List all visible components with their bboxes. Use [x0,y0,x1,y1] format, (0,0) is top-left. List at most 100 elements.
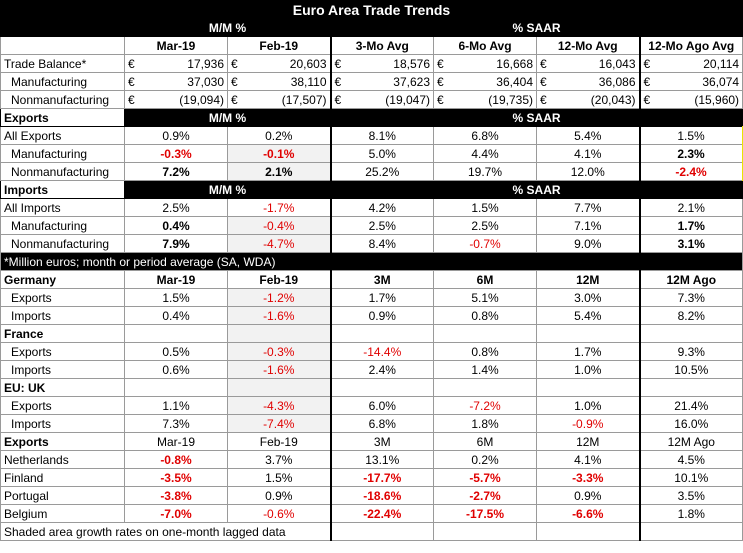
table-row: Nonmanufacturing 7.9% -4.7% 8.4% -0.7% 9… [0,234,743,253]
cell-value: 0.2% [433,450,537,469]
cell-value: 18,576 [393,56,430,71]
cell-value: 0.6% [124,360,228,379]
cell-value: -0.1% [227,144,331,163]
row-label: Belgium [0,504,125,523]
cell-value: 6.0% [329,396,434,415]
cell-value: 2.3% [638,144,743,163]
cell-value: 1.0% [536,360,640,379]
euro-symbol: € [643,74,651,89]
cell-value: 36,074 [702,74,740,89]
section-label: Imports [0,180,125,199]
cell-value: -1.6% [227,306,331,325]
row-label: All Imports [0,198,125,217]
table-row: Exports 1.1% -4.3% 6.0% -7.2% 1.0% 21.4% [0,396,743,415]
section-label: Exports [0,432,125,451]
table-row: Manufacturing €37,030 €38,110 €37,623 €3… [0,72,743,91]
country-label: Germany [0,270,125,289]
row-label: Nonmanufacturing [0,234,125,253]
cell-value: 1.1% [124,396,228,415]
table-row: Imports 0.4% -1.6% 0.9% 0.8% 5.4% 8.2% [0,306,743,325]
trade-table: Euro Area Trade Trends M/M %% SAAR Mar-1… [0,0,743,541]
cell-value: 17,936 [187,56,224,71]
cell-value: 2.5% [433,216,537,235]
cell-value: (19,735) [488,92,533,107]
cell-value: 3.1% [638,234,743,253]
cell-value: 16,668 [496,56,533,71]
row-label: Manufacturing [0,144,125,163]
exports-by-country-section: Exports Mar-19 Feb-19 3M 6M 12M 12M Ago … [0,432,743,541]
cell-value: 4.5% [638,450,743,469]
cell-value: 3.7% [227,450,331,469]
table-row: Finland -3.5% 1.5% -17.7% -5.7% -3.3% 10… [0,468,743,487]
euro-symbol: € [334,74,342,89]
cell-value: 9.3% [638,342,743,361]
col-header: 12M [536,270,640,289]
cell-value: -14.4% [329,342,434,361]
cell-value: -0.6% [227,504,331,523]
cell-value: 0.9% [536,486,640,505]
cell-value: 4.4% [433,144,537,163]
col-header: 12M Ago [638,270,743,289]
cell-value: -3.5% [124,468,228,487]
col-header: 6-Mo Avg [433,36,537,55]
cell-value: 6.8% [329,414,434,433]
col-header: Mar-19 [124,432,228,451]
euro-symbol: € [231,56,238,71]
cell-value: -7.2% [433,396,537,415]
country-label: EU: UK [0,378,125,397]
country-label: France [0,324,125,343]
table-row: Imports 7.3% -7.4% 6.8% 1.8% -0.9% 16.0% [0,414,743,433]
cell-value: 7.3% [124,414,228,433]
cell-value: 13.1% [329,450,434,469]
cell-value: 7.1% [536,216,640,235]
cell-value: -3.8% [124,486,228,505]
cell-value: (20,043) [590,92,636,107]
row-label: Nonmanufacturing [0,90,125,109]
cell-value: 7.2% [124,162,228,181]
cell-value: 10.1% [638,468,743,487]
cell-value: 5.4% [536,126,640,145]
cell-value: 0.4% [124,306,228,325]
cell-value: 36,404 [496,74,533,89]
cell-value: 8.2% [638,306,743,325]
col-header: 6M [433,270,537,289]
euro-symbol: € [540,74,547,89]
euro-symbol: € [231,74,238,89]
euro-symbol: € [231,92,238,107]
cell-value: (19,094) [179,92,224,107]
imports-section: Imports M/M %% SAAR All Imports 2.5% -1.7… [0,180,743,253]
cell-value: 16.0% [638,414,743,433]
cell-value: 16,043 [598,56,636,71]
mm-header: M/M % [124,180,331,199]
euro-symbol: € [437,56,444,71]
cell-value: 0.9% [124,126,228,145]
cell-value: 5.1% [433,288,537,307]
cell-value: 0.8% [433,306,537,325]
cell-value: 3.5% [638,486,743,505]
row-label: Manufacturing [0,216,125,235]
footnote: *Million euros; month or period average … [0,252,743,271]
euro-symbol: € [334,56,342,71]
cell-value: 6.8% [433,126,537,145]
cell-value: -0.4% [227,216,331,235]
table-row: Manufacturing 0.4% -0.4% 2.5% 2.5% 7.1% … [0,216,743,235]
cell-value: 20,114 [703,56,740,71]
col-header: Feb-19 [227,36,331,55]
cell-value: -3.3% [536,468,640,487]
cell-value: 4.1% [536,144,640,163]
table-title: Euro Area Trade Trends [0,0,743,19]
cell-value: -17.5% [433,504,537,523]
cell-value: -7.4% [227,414,331,433]
cell-value: 9.0% [536,234,640,253]
cell-value: 1.7% [638,216,743,235]
cell-value: -0.9% [536,414,640,433]
cell-value: 2.5% [124,198,228,217]
euro-symbol: € [128,56,135,71]
cell-value: 3.0% [536,288,640,307]
table-row: Trade Balance* €17,936 €20,603 €18,576 €… [0,54,743,73]
row-label: Manufacturing [0,72,125,91]
cell-value: 0.9% [227,486,331,505]
cell-value: 7.3% [638,288,743,307]
mm-header: M/M % [124,18,331,37]
cell-value: 5.0% [329,144,434,163]
